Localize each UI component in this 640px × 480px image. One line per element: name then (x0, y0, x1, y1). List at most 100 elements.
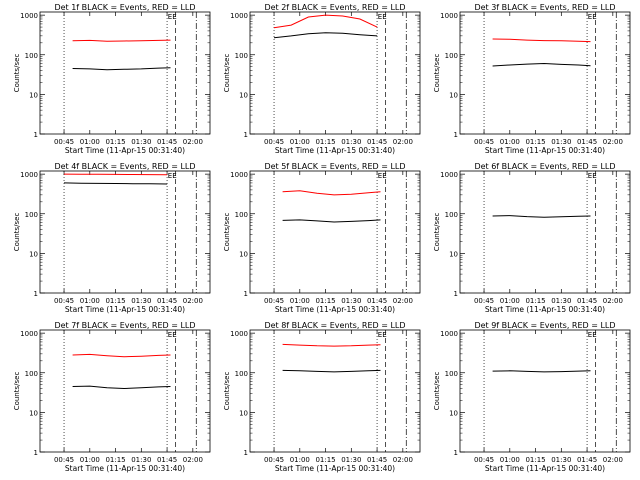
x-tick-label: 01:45 (157, 456, 177, 464)
x-tick-label: 02:00 (393, 138, 413, 146)
x-tick-label: 01:45 (367, 456, 387, 464)
panel-title: Det 9f BLACK = Events, RED = LLD (474, 321, 615, 330)
x-tick-label: 01:15 (525, 456, 545, 464)
x-axis-label: Start Time (11-Apr-15 00:31:40) (485, 146, 605, 155)
y-tick-label: 1 (34, 449, 38, 457)
series-lld-line (282, 343, 381, 347)
panel-title: Det 4f BLACK = Events, RED = LLD (54, 162, 195, 171)
x-tick-label: 01:15 (315, 138, 335, 146)
x-tick-label: 02:00 (183, 297, 203, 305)
series-events-line (63, 182, 168, 185)
series-lld-line (72, 353, 171, 358)
y-tick-label: 1 (454, 131, 458, 139)
y-tick-label: 10 (239, 250, 248, 258)
x-tick-label: 01:15 (105, 456, 125, 464)
x-tick-label: 01:15 (105, 297, 125, 305)
marker-label: EE (588, 13, 597, 21)
panel-title: Det 5f BLACK = Events, RED = LLD (264, 162, 405, 171)
x-tick-label: 01:15 (315, 456, 335, 464)
x-tick-label: 01:45 (367, 297, 387, 305)
x-tick-label: 01:00 (290, 456, 310, 464)
x-tick-label: 02:00 (183, 138, 203, 146)
panel-title: Det 3f BLACK = Events, RED = LLD (474, 3, 615, 12)
x-tick-label: 01:45 (157, 138, 177, 146)
marker-label: EE (168, 172, 177, 180)
x-axis-label: Start Time (11-Apr-15 00:31:40) (485, 305, 605, 314)
x-tick-label: 02:00 (603, 138, 623, 146)
y-tick-label: 1000 (20, 12, 38, 20)
y-tick-label: 1 (244, 290, 248, 298)
panel-title: Det 1f BLACK = Events, RED = LLD (54, 3, 195, 12)
x-tick-label: 01:30 (131, 297, 151, 305)
y-axis-label: Counts/sec (433, 372, 441, 411)
y-tick-label: 10 (29, 91, 38, 99)
y-tick-label: 100 (235, 52, 248, 60)
panel-det-8: Det 8f BLACK = Events, RED = LLD 1 10 100 10… (223, 321, 421, 473)
plot-frame (459, 170, 631, 294)
series-events-line (492, 370, 591, 373)
plot-frame (249, 170, 421, 294)
series-lld-line (72, 39, 171, 42)
x-tick-label: 01:45 (577, 456, 597, 464)
panel-det-5: Det 5f BLACK = Events, RED = LLD 1 10 100 10… (223, 162, 421, 314)
series-events-line (282, 219, 381, 223)
y-tick-label: 1000 (440, 12, 458, 20)
y-axis-label: Counts/sec (223, 372, 231, 411)
x-tick-label: 01:30 (341, 138, 361, 146)
x-tick-label: 00:45 (54, 456, 74, 464)
y-tick-label: 1 (454, 290, 458, 298)
x-axis-label: Start Time (11-Apr-15 00:31:40) (485, 464, 605, 473)
marker-label: EE (378, 331, 387, 339)
plot-frame (249, 11, 421, 135)
x-tick-label: 00:45 (474, 138, 494, 146)
series-lld-line (492, 38, 591, 43)
marker-label: EE (168, 13, 177, 21)
y-axis-label: Counts/sec (223, 54, 231, 93)
y-tick-label: 10 (29, 250, 38, 258)
x-tick-label: 00:45 (264, 138, 284, 146)
panel-det-4: Det 4f BLACK = Events, RED = LLD 1 10 100 10… (13, 162, 211, 314)
marker-label: EE (588, 331, 597, 339)
x-tick-label: 01:45 (577, 297, 597, 305)
series-events-line (72, 67, 171, 71)
y-tick-label: 1 (34, 131, 38, 139)
x-tick-label: 01:30 (551, 456, 571, 464)
x-tick-label: 01:15 (525, 138, 545, 146)
marker-label: EE (378, 172, 387, 180)
y-tick-label: 100 (25, 370, 38, 378)
series-events-line (282, 369, 381, 373)
x-tick-label: 00:45 (474, 297, 494, 305)
y-tick-label: 1000 (230, 12, 248, 20)
y-tick-label: 10 (239, 91, 248, 99)
y-axis-label: Counts/sec (13, 372, 21, 411)
series-lld-line (273, 14, 378, 29)
panel-det-1: Det 1f BLACK = Events, RED = LLD 1 10 100 10… (13, 3, 211, 155)
plot-frame (39, 11, 211, 135)
y-axis-label: Counts/sec (433, 54, 441, 93)
plot-frame (249, 329, 421, 453)
x-tick-label: 01:00 (80, 138, 100, 146)
x-tick-label: 01:30 (341, 456, 361, 464)
y-axis-label: Counts/sec (223, 213, 231, 252)
y-axis-label: Counts/sec (433, 213, 441, 252)
x-tick-label: 01:15 (525, 297, 545, 305)
x-tick-label: 01:15 (105, 138, 125, 146)
y-tick-label: 100 (235, 370, 248, 378)
x-axis-label: Start Time (11-Apr-15 00:31:40) (275, 464, 395, 473)
y-tick-label: 100 (445, 211, 458, 219)
y-tick-label: 100 (445, 52, 458, 60)
panel-det-3: Det 3f BLACK = Events, RED = LLD 1 10 100 10… (433, 3, 631, 155)
x-tick-label: 00:45 (264, 456, 284, 464)
panel-title: Det 8f BLACK = Events, RED = LLD (264, 321, 405, 330)
marker-label: EE (378, 13, 387, 21)
y-tick-label: 10 (449, 409, 458, 417)
panel-det-7: Det 7f BLACK = Events, RED = LLD 1 10 100 10… (13, 321, 211, 473)
x-tick-label: 01:00 (500, 456, 520, 464)
y-axis-label: Counts/sec (13, 213, 21, 252)
x-tick-label: 01:00 (500, 297, 520, 305)
x-tick-label: 02:00 (603, 456, 623, 464)
y-tick-label: 1000 (230, 171, 248, 179)
plot-frame (459, 329, 631, 453)
x-tick-label: 01:45 (157, 297, 177, 305)
